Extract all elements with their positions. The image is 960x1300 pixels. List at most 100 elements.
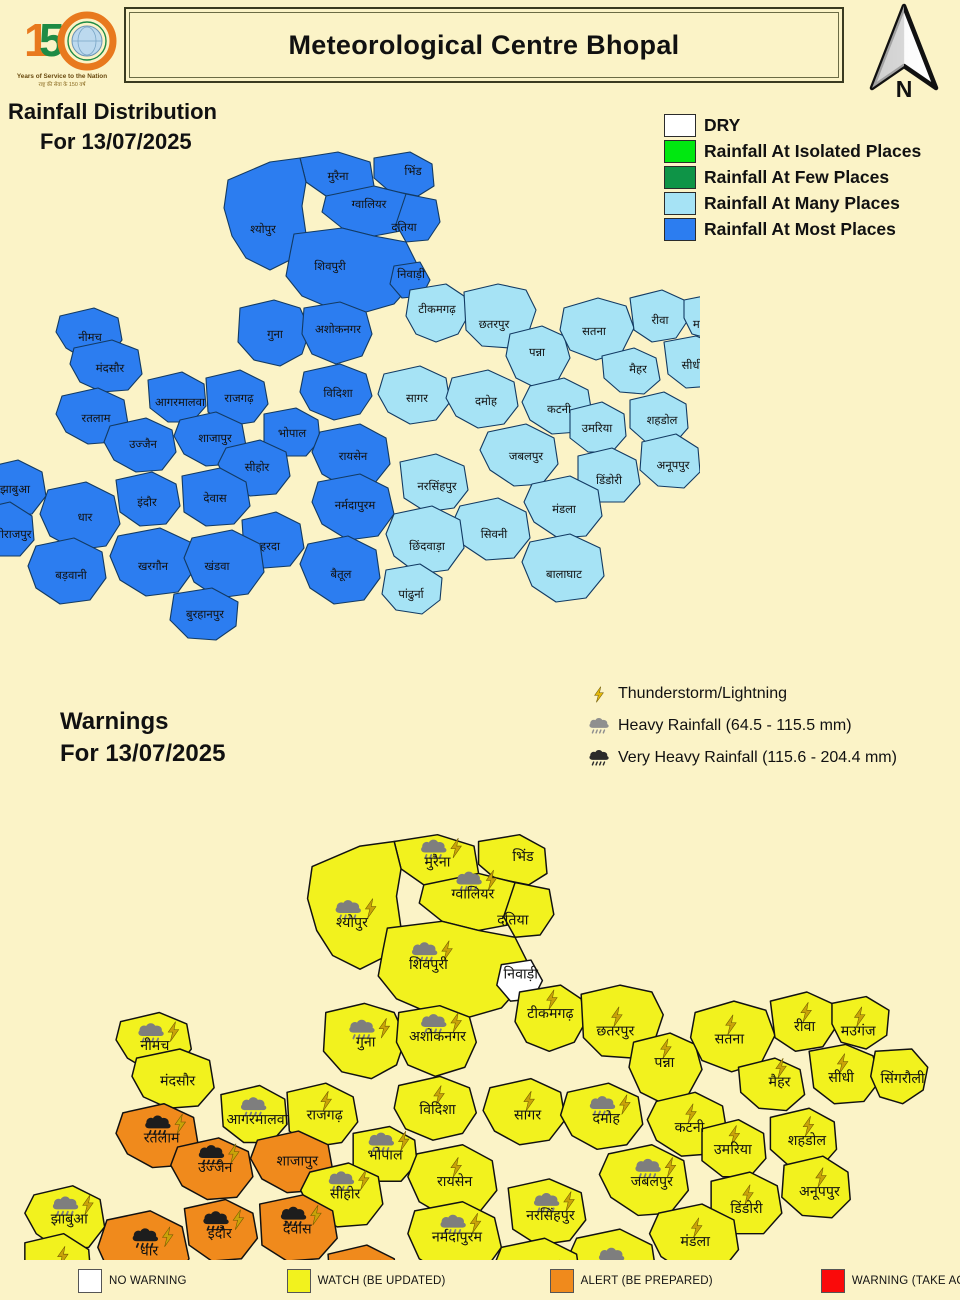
district-rain[interactable] [601,347,661,395]
legend-label: Rainfall At Many Places [704,192,900,213]
rain-cloud-icon [421,1014,447,1034]
district-label: ग्वालियर [352,197,387,211]
district-warn[interactable] [393,1075,478,1141]
district-warn[interactable] [559,1082,644,1151]
district-rain[interactable] [183,529,265,599]
district-label: इंदौर [137,495,157,509]
rain-cloud-icon [456,871,482,892]
district-warn[interactable] [781,1155,851,1219]
district-warn[interactable] [220,1084,288,1144]
title-banner: Meteorological Centre Bhopal [124,7,844,83]
district-rain[interactable] [147,371,207,423]
warning-level-swatch [286,1269,311,1293]
district-warn[interactable] [514,984,587,1053]
district-label: मुरैना [425,854,451,871]
district-warn[interactable] [258,1194,338,1262]
district-rain[interactable] [237,299,311,367]
north-arrow-icon: N [852,2,956,106]
district-rain[interactable] [109,527,195,597]
imd-150-logo: 1 5 Years of Service to the Nation राष्ट… [6,4,118,92]
district-rain[interactable] [399,453,469,513]
district-warn[interactable] [808,1043,881,1105]
district-label: सतना [582,326,607,338]
district-rain[interactable] [69,339,143,393]
district-label: पांढुर्ना [398,587,424,602]
district-label: बुरहानपुर [186,609,224,622]
lightning-icon [563,1191,575,1212]
lightning-icon [690,1217,703,1238]
district-rain[interactable] [395,193,441,243]
district-rain[interactable] [39,481,121,551]
district-label: ग्वालियर [451,886,495,903]
district-label: छिंदवाड़ा [409,539,446,553]
district-label: जबलपुर [509,451,543,464]
district-rain[interactable] [385,505,465,575]
legend-label: Rainfall At Few Places [704,166,890,187]
district-rain[interactable] [377,365,451,425]
district-warn[interactable] [327,1244,400,1300]
district-warn[interactable] [769,1107,838,1169]
warning-level-1: WATCH (BE UPDATED) [286,1269,446,1293]
district-warn[interactable] [502,881,555,939]
district-rain[interactable] [405,283,469,343]
district-label: आगरमालवा [155,397,206,409]
dark-rain-cloud-icon [203,1211,229,1231]
district-rain[interactable] [311,473,395,541]
district-rain[interactable] [115,471,181,527]
district-rain[interactable] [629,391,689,445]
district-warn[interactable] [131,1048,215,1110]
district-label: कटनी [675,1119,705,1136]
district-warn[interactable] [701,1118,767,1178]
district-rain[interactable] [683,293,735,341]
warnings-map[interactable]: मुरैना भिंड ग्वालियर श्योपुर दतिया शिवपुरी निव… [0,740,960,1300]
district-warn[interactable] [482,1077,566,1146]
district-rain[interactable] [0,459,47,517]
lightning-icon [619,1094,631,1115]
rain-cloud-icon [52,1196,79,1216]
district-rain[interactable] [103,417,177,473]
district-rain[interactable] [523,475,603,539]
warning-level-label: WATCH (BE UPDATED) [317,1275,446,1287]
district-rain[interactable] [181,467,251,527]
district-warn[interactable] [869,1048,929,1105]
district-warn[interactable] [24,1185,106,1251]
district-label: टीकमगढ़ [527,1005,574,1022]
district-rain[interactable] [629,289,689,343]
district-label: सीहोर [245,460,270,474]
lightning-icon [378,1018,391,1039]
lightning-icon [485,869,498,891]
district-rain[interactable] [169,587,239,641]
district-rain[interactable] [299,535,381,605]
legend-swatch [664,217,696,241]
district-rain[interactable] [27,537,107,605]
district-label: राजगढ़ [307,1108,344,1124]
district-label: मुरैना [328,169,350,184]
district-label: रतलाम [82,413,112,425]
warnings-title-line2: For 13/07/2025 [60,740,226,767]
rainfall-legend-item-1: Rainfall At Isolated Places [664,138,921,164]
district-rain[interactable] [381,563,443,615]
district-rain[interactable] [639,433,701,489]
district-rain[interactable] [569,401,627,453]
district-rain[interactable] [521,533,605,603]
rain-cloud-icon [328,1171,355,1191]
district-rain[interactable] [301,301,373,365]
district-warn[interactable] [831,995,890,1050]
district-rain[interactable] [299,363,373,421]
district-label: उमरिया [582,421,614,435]
warning-level-2: ALERT (BE PREPARED) [549,1269,713,1293]
district-warn[interactable] [737,1057,806,1112]
district-label: आगरमालवा [226,1112,288,1128]
district-rain[interactable] [285,227,417,313]
district-label: अशोकनगर [315,322,361,336]
district-label: मैहर [629,362,647,376]
district-label: रतलाम [144,1130,180,1146]
rainfall-distribution-map[interactable]: मुरैना भिंड ग्वालियर श्योपुर दतिया शिवपुरी निव… [0,140,769,660]
district-label: कटनी [547,402,572,416]
district-rain[interactable] [373,151,435,197]
district-rain[interactable] [0,501,35,557]
district-warn[interactable] [477,833,548,886]
district-label: दतिया [391,220,417,234]
district-label: रीवा [651,313,669,327]
district-rain[interactable] [445,369,519,429]
